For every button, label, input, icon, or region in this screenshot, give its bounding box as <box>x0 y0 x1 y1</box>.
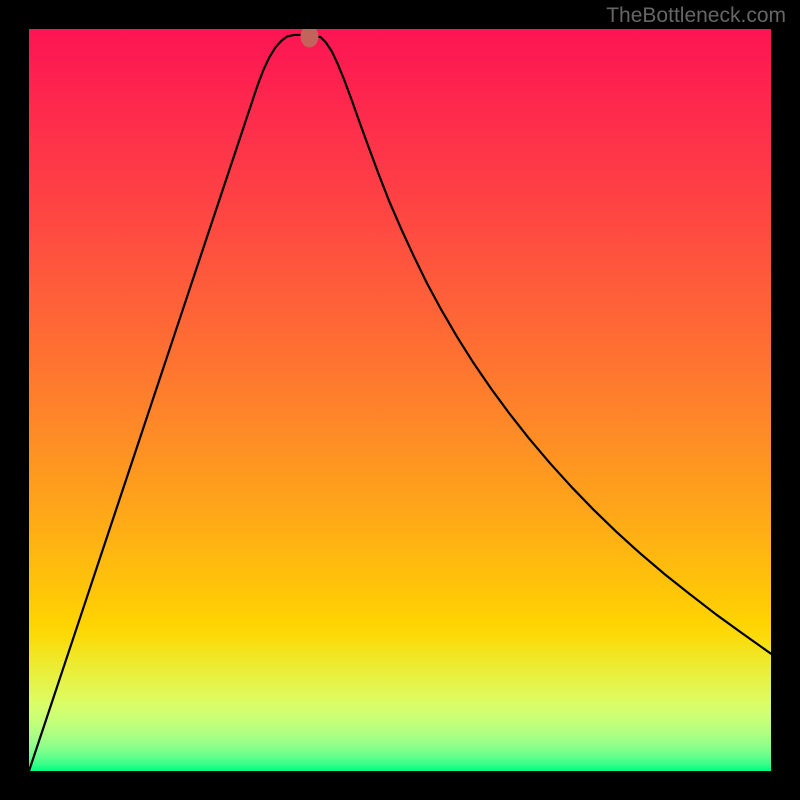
gradient-background <box>29 29 771 771</box>
chart-container: TheBottleneck.com <box>0 0 800 800</box>
watermark-text: TheBottleneck.com <box>606 4 786 28</box>
gradient-rect <box>29 29 771 771</box>
